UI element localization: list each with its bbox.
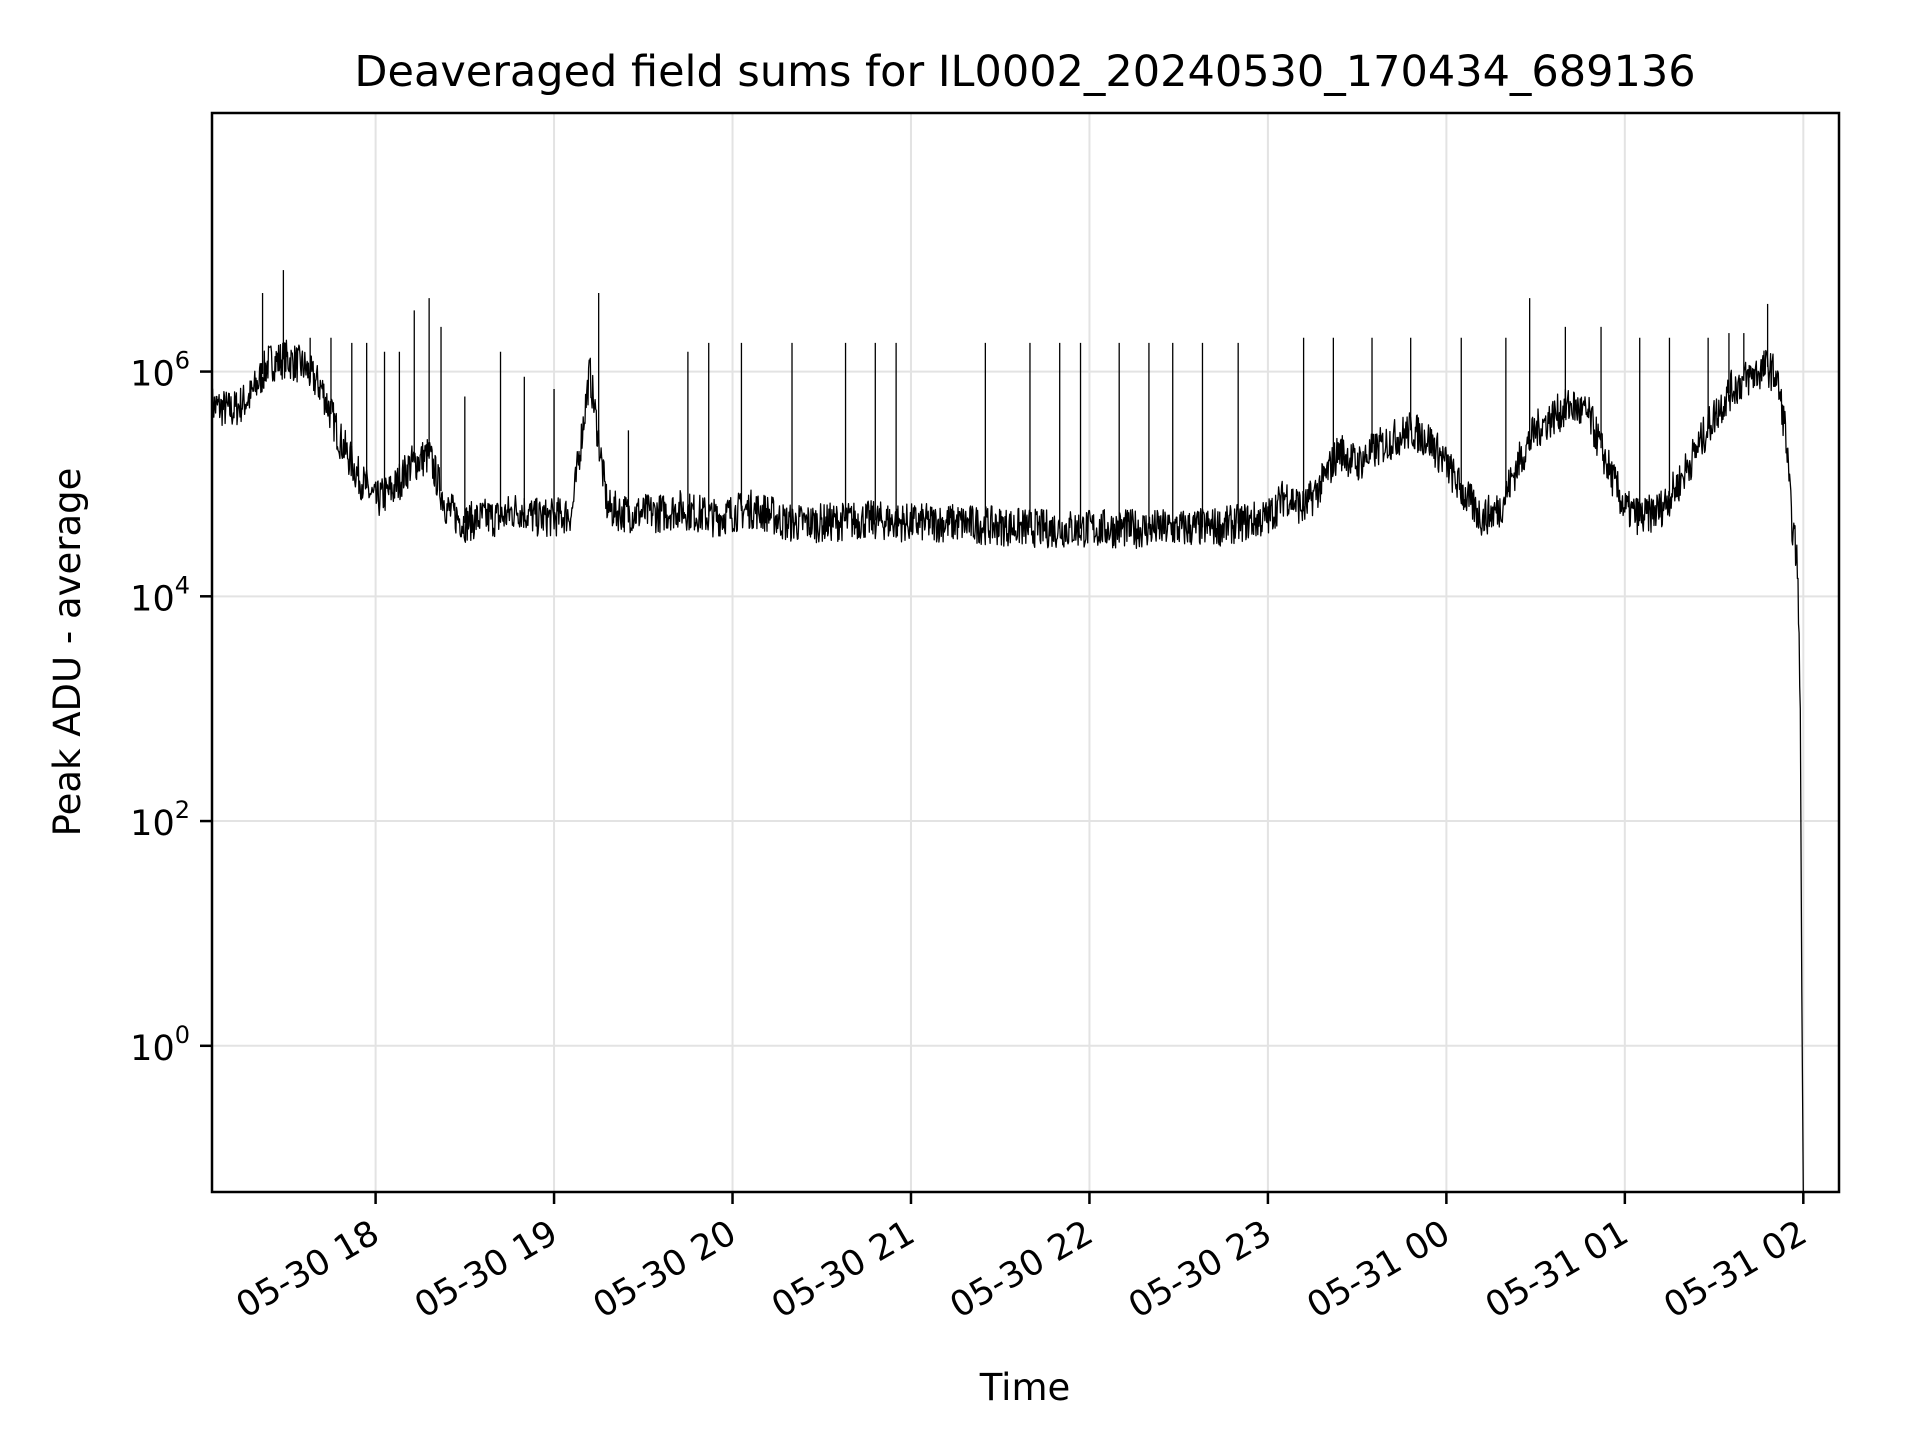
data-layer [211,270,1804,1193]
y-tick-label-base: 10 [130,804,175,844]
series-line [211,339,1804,1193]
y-tick-label-base: 10 [130,1029,175,1069]
y-axis-label: Peak ADU - average [46,468,89,837]
y-tick-label: 100 [130,1021,190,1069]
y-tick-label-exponent: 2 [175,796,190,824]
chart-title: Deaveraged field sums for IL0002_2024053… [354,47,1695,97]
y-tick-label-base: 10 [130,579,175,619]
x-axis-label: Time [979,1366,1071,1409]
gridlines [212,113,1839,1192]
y-tick-label: 104 [130,571,190,619]
y-tick-label: 102 [130,796,190,844]
y-tick-label: 106 [130,347,190,395]
y-tick-label-base: 10 [130,355,175,395]
y-tick-label-exponent: 0 [175,1021,190,1049]
plot-frame [210,111,1841,1194]
y-tick-label-exponent: 4 [175,571,190,599]
y-tick-label-exponent: 6 [175,347,190,375]
